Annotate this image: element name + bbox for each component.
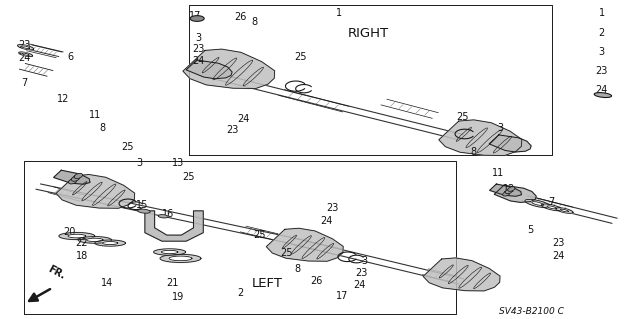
Text: 24: 24 [595, 85, 608, 95]
Text: 26: 26 [234, 11, 246, 22]
Text: 24: 24 [18, 53, 31, 63]
Polygon shape [17, 45, 34, 50]
Ellipse shape [190, 16, 204, 21]
Polygon shape [22, 53, 29, 56]
Text: 17: 17 [336, 291, 349, 301]
Text: 18: 18 [76, 251, 88, 261]
Polygon shape [183, 49, 275, 88]
Polygon shape [22, 46, 29, 48]
Text: SV43-B2100 C: SV43-B2100 C [499, 307, 564, 315]
Text: 23: 23 [595, 66, 608, 76]
Polygon shape [95, 240, 125, 246]
Polygon shape [102, 241, 118, 245]
Text: 23: 23 [226, 125, 239, 135]
Polygon shape [186, 60, 232, 79]
Text: 25: 25 [294, 52, 307, 63]
Polygon shape [525, 199, 550, 208]
Polygon shape [56, 174, 134, 208]
Text: 24: 24 [320, 216, 333, 226]
Text: 8: 8 [294, 263, 301, 274]
Text: 15: 15 [136, 200, 148, 210]
Polygon shape [160, 254, 201, 263]
Polygon shape [78, 237, 111, 243]
Polygon shape [532, 202, 543, 205]
Text: 1: 1 [336, 8, 342, 19]
Text: 22: 22 [76, 238, 88, 248]
Text: 24: 24 [552, 251, 564, 261]
Ellipse shape [594, 93, 612, 98]
Text: 20: 20 [63, 227, 76, 237]
Text: 23: 23 [355, 268, 368, 278]
Text: 23: 23 [18, 40, 31, 50]
Polygon shape [439, 120, 522, 155]
Text: 2: 2 [598, 27, 605, 38]
Polygon shape [561, 209, 568, 212]
Polygon shape [54, 170, 90, 184]
Text: 5: 5 [527, 225, 533, 235]
Polygon shape [423, 258, 500, 291]
Text: 25: 25 [456, 112, 468, 122]
Polygon shape [494, 185, 536, 202]
Text: 1: 1 [598, 8, 605, 19]
Ellipse shape [72, 176, 79, 181]
Text: 25: 25 [182, 172, 195, 182]
Ellipse shape [158, 215, 168, 218]
Ellipse shape [68, 179, 77, 184]
Polygon shape [541, 204, 562, 211]
Polygon shape [145, 211, 204, 241]
Ellipse shape [138, 209, 150, 213]
Text: 3: 3 [497, 123, 504, 133]
Ellipse shape [505, 189, 513, 194]
Text: 3: 3 [598, 47, 605, 57]
Text: 24: 24 [237, 114, 250, 124]
Text: 3: 3 [195, 33, 202, 43]
Text: 12: 12 [502, 184, 515, 194]
Text: 8: 8 [252, 17, 258, 27]
Polygon shape [161, 250, 178, 254]
Ellipse shape [74, 173, 83, 179]
Text: 21: 21 [166, 278, 179, 288]
Text: 24: 24 [192, 56, 205, 66]
Text: 25: 25 [280, 248, 293, 258]
Polygon shape [547, 206, 556, 209]
Text: 17: 17 [189, 11, 202, 21]
Text: 13: 13 [172, 158, 184, 168]
Text: 3: 3 [362, 256, 368, 266]
Text: 23: 23 [552, 238, 564, 248]
Text: 24: 24 [353, 279, 366, 290]
Text: 2: 2 [237, 288, 243, 298]
Polygon shape [266, 228, 343, 261]
Ellipse shape [508, 187, 515, 191]
Text: 16: 16 [161, 209, 174, 219]
Polygon shape [490, 184, 522, 196]
Polygon shape [556, 208, 573, 213]
Ellipse shape [502, 191, 510, 196]
Text: 19: 19 [172, 292, 184, 302]
Text: 12: 12 [56, 94, 69, 104]
Text: 25: 25 [122, 142, 134, 152]
Polygon shape [59, 233, 95, 240]
Text: 7: 7 [21, 78, 28, 88]
Text: 23: 23 [326, 203, 339, 213]
Polygon shape [86, 238, 103, 241]
Polygon shape [169, 256, 192, 261]
Text: 7: 7 [548, 197, 555, 207]
Text: 23: 23 [192, 44, 205, 55]
Text: RIGHT: RIGHT [348, 27, 388, 40]
Polygon shape [489, 135, 531, 152]
Text: 8: 8 [99, 122, 106, 133]
Text: 3: 3 [136, 158, 143, 168]
Text: 14: 14 [101, 278, 114, 288]
Text: 6: 6 [67, 52, 74, 63]
Polygon shape [19, 52, 33, 56]
Text: 11: 11 [88, 110, 101, 121]
Polygon shape [154, 249, 186, 255]
Text: 11: 11 [492, 168, 504, 178]
Text: FR.: FR. [46, 264, 67, 281]
Text: 26: 26 [310, 276, 323, 286]
Text: LEFT: LEFT [252, 278, 283, 290]
Polygon shape [68, 234, 86, 238]
Text: 25: 25 [253, 230, 266, 241]
Text: 8: 8 [470, 147, 477, 158]
